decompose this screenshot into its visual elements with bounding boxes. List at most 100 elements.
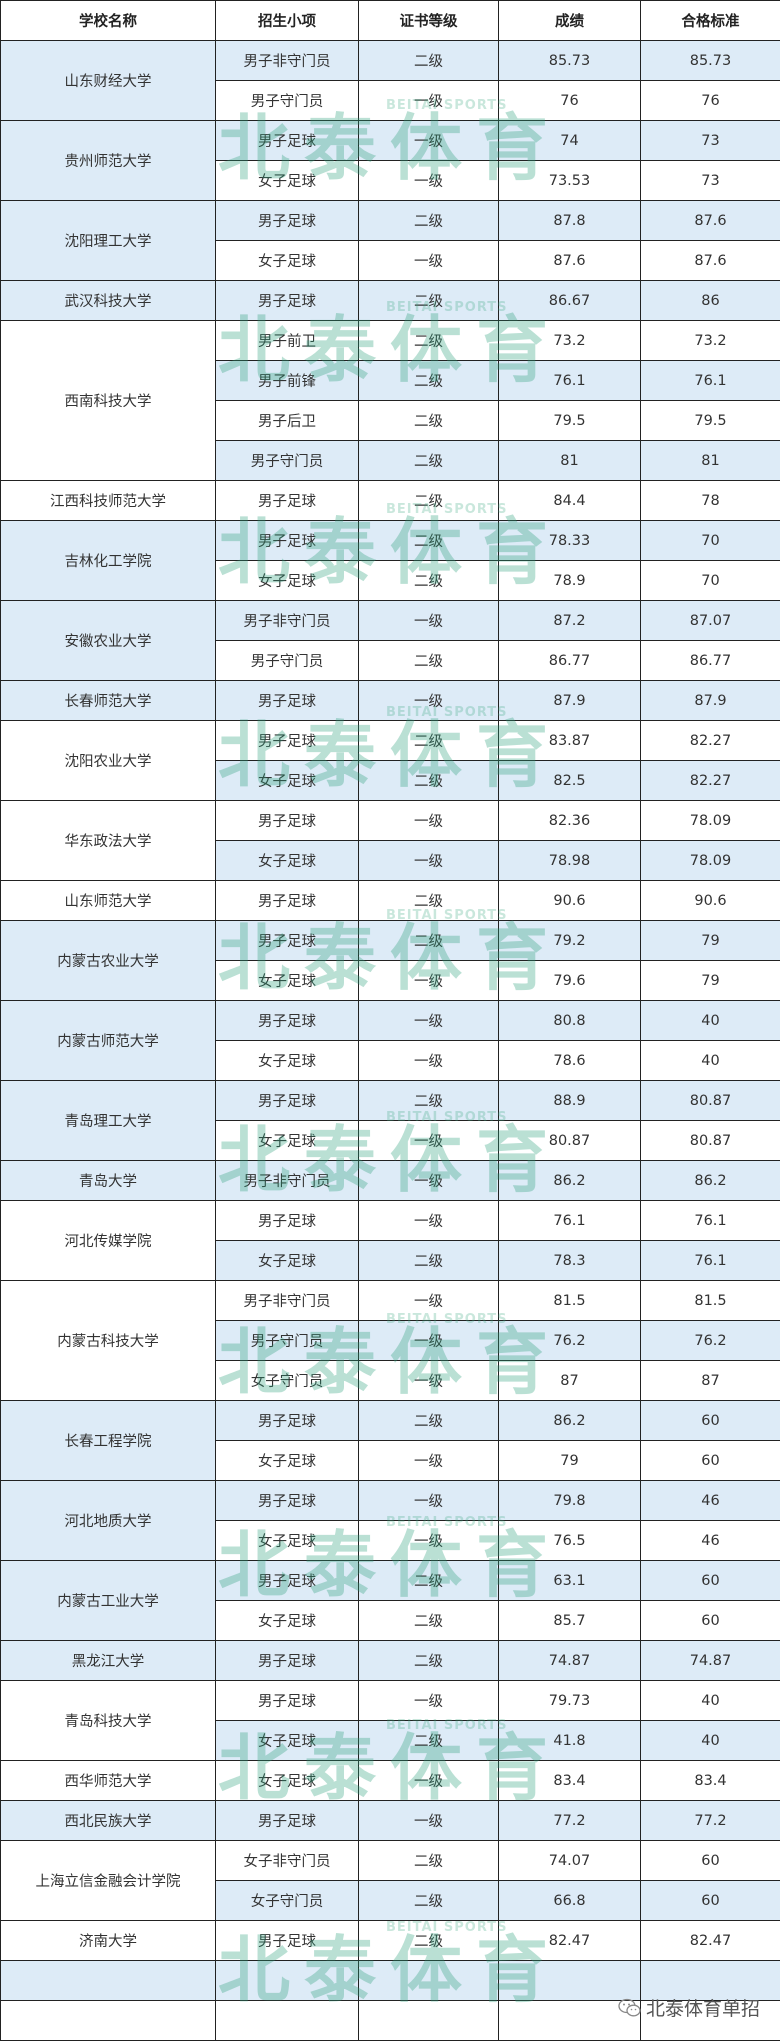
cert-level-cell: 一级 [358, 1040, 499, 1081]
score-cell: 83.87 [498, 720, 641, 761]
table-row: 黑龙江大学 男子足球 二级 74.87 74.87 [0, 1640, 780, 1681]
event-cell: 女子足球 [215, 1720, 359, 1761]
school-name-cell: 济南大学 [0, 1920, 216, 1961]
pass-standard-cell: 86.77 [640, 640, 780, 681]
pass-standard-cell: 82.27 [640, 720, 780, 761]
score-cell: 77.2 [498, 1800, 641, 1841]
table-row: 吉林化工学院 男子足球 二级 78.33 70 [0, 520, 780, 601]
school-name-cell: 西南科技大学 [0, 320, 216, 481]
event-cell: 男子后卫 [215, 400, 359, 441]
event-cell: 男子足球 [215, 480, 359, 521]
event-cell: 男子足球 [215, 880, 359, 921]
event-cell: 女子足球 [215, 1520, 359, 1561]
event-cell: 男子前卫 [215, 320, 359, 361]
pass-standard-cell: 83.4 [640, 1760, 780, 1801]
school-name-cell: 青岛科技大学 [0, 1680, 216, 1761]
pass-standard-cell: 73 [640, 120, 780, 161]
score-cell: 78.6 [498, 1040, 641, 1081]
school-name-cell: 内蒙古科技大学 [0, 1280, 216, 1401]
event-cell: 男子足球 [215, 200, 359, 241]
event-cell: 男子非守门员 [215, 1160, 359, 1201]
table-row: 西北民族大学 男子足球 一级 77.2 77.2 [0, 1800, 780, 1841]
cert-level-cell: 一级 [358, 960, 499, 1001]
pass-standard-cell: 81 [640, 440, 780, 481]
cert-level-cell [358, 2000, 499, 2041]
cert-level-cell: 一级 [358, 1520, 499, 1561]
score-cell: 81 [498, 440, 641, 481]
pass-standard-cell: 87.9 [640, 680, 780, 721]
cert-level-cell: 二级 [358, 400, 499, 441]
school-name-cell: 武汉科技大学 [0, 280, 216, 321]
event-cell: 男子足球 [215, 920, 359, 961]
cert-level-cell: 一级 [358, 1280, 499, 1321]
score-cell: 63.1 [498, 1560, 641, 1601]
event-cell: 男子足球 [215, 1920, 359, 1961]
score-cell: 82.36 [498, 800, 641, 841]
event-cell: 男子足球 [215, 1000, 359, 1041]
event-cell: 女子足球 [215, 760, 359, 801]
cert-level-cell: 二级 [358, 920, 499, 961]
school-name-cell: 内蒙古农业大学 [0, 920, 216, 1001]
table-row: 武汉科技大学 男子足球 二级 86.67 86 [0, 280, 780, 321]
table-row: 女子足球 一级 76.5 46 [1, 1520, 780, 1561]
cert-level-cell: 二级 [358, 320, 499, 361]
table-row: 青岛大学 男子非守门员 一级 86.2 86.2 [0, 1160, 780, 1201]
pass-standard-cell: 70 [640, 560, 780, 601]
table-row: 上海立信金融会计学院 女子非守门员 二级 74.07 60 [0, 1840, 780, 1921]
event-cell: 女子守门员 [215, 1360, 359, 1401]
table-row: 安徽农业大学 男子非守门员 一级 87.2 87.07 [0, 600, 780, 681]
cert-level-cell: 一级 [358, 1440, 499, 1481]
school-name-cell [0, 1960, 216, 2001]
pass-standard-cell: 76.1 [640, 360, 780, 401]
event-cell: 男子足球 [215, 1080, 359, 1121]
table-row: 男子后卫 二级 79.5 79.5 [1, 400, 780, 441]
cert-level-cell: 二级 [358, 1240, 499, 1281]
event-cell: 男子非守门员 [215, 40, 359, 81]
cert-level-cell: 一级 [358, 1000, 499, 1041]
score-cell: 78.33 [498, 520, 641, 561]
pass-standard-cell: 86.2 [640, 1160, 780, 1201]
score-cell: 66.8 [498, 1880, 641, 1921]
score-cell: 85.73 [498, 40, 641, 81]
table-row: 女子足球 一级 78.6 40 [1, 1040, 780, 1081]
table-row: 青岛理工大学 男子足球 二级 88.9 80.87 [0, 1080, 780, 1161]
score-cell: 76.2 [498, 1320, 641, 1361]
event-cell [215, 2000, 359, 2041]
pass-standard-cell: 81.5 [640, 1280, 780, 1321]
table-row: 长春师范大学 男子足球 一级 87.9 87.9 [0, 680, 780, 721]
score-cell: 79 [498, 1440, 641, 1481]
school-name-cell: 贵州师范大学 [0, 120, 216, 201]
table-row: 内蒙古工业大学 男子足球 二级 63.1 60 [0, 1560, 780, 1641]
school-name-cell: 华东政法大学 [0, 800, 216, 881]
pass-standard-cell: 74.87 [640, 1640, 780, 1681]
score-cell: 41.8 [498, 1720, 641, 1761]
header-cert-level: 证书等级 [358, 0, 499, 41]
cert-level-cell: 二级 [358, 360, 499, 401]
cert-level-cell: 二级 [358, 40, 499, 81]
table-row [0, 2000, 780, 2041]
pass-standard-cell: 40 [640, 1720, 780, 1761]
pass-standard-cell: 40 [640, 1000, 780, 1041]
score-cell: 86.67 [498, 280, 641, 321]
event-cell: 女子足球 [215, 840, 359, 881]
table-row: 西华师范大学 女子足球 一级 83.4 83.4 [0, 1760, 780, 1801]
school-name-cell: 黑龙江大学 [0, 1640, 216, 1681]
pass-standard-cell: 79 [640, 920, 780, 961]
pass-standard-cell: 46 [640, 1480, 780, 1521]
table-row: 华东政法大学 男子足球 一级 82.36 78.09 [0, 800, 780, 881]
cert-level-cell: 一级 [358, 1360, 499, 1401]
cert-level-cell: 二级 [358, 200, 499, 241]
table-row: 西南科技大学 男子前卫 二级 73.2 73.2 [0, 320, 780, 481]
table-row: 河北传媒学院 男子足球 一级 76.1 76.1 [0, 1200, 780, 1281]
table-row: 沈阳农业大学 男子足球 二级 83.87 82.27 [0, 720, 780, 801]
table-row: 江西科技师范大学 男子足球 二级 84.4 78 [0, 480, 780, 521]
score-cell: 80.87 [498, 1120, 641, 1161]
pass-standard-cell: 86 [640, 280, 780, 321]
score-cell: 85.7 [498, 1600, 641, 1641]
score-cell: 73.53 [498, 160, 641, 201]
table-row: 男子守门员 一级 76 76 [1, 80, 780, 121]
pass-standard-cell: 46 [640, 1520, 780, 1561]
cert-level-cell: 一级 [358, 1800, 499, 1841]
score-cell: 78.9 [498, 560, 641, 601]
